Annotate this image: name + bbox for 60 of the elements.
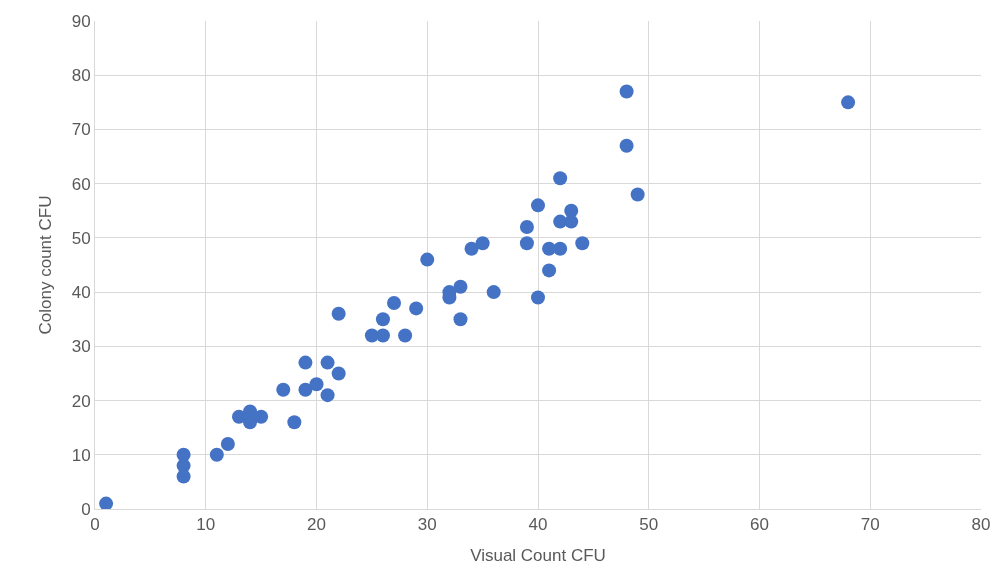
point xyxy=(575,236,590,251)
point xyxy=(254,409,269,424)
point xyxy=(309,377,324,392)
y-tick-label: 70 xyxy=(71,120,91,140)
y-tick-label: 10 xyxy=(71,445,91,465)
point xyxy=(486,285,501,300)
point xyxy=(409,301,424,316)
x-tick-label: 50 xyxy=(639,515,659,535)
point xyxy=(519,236,534,251)
point xyxy=(287,415,302,430)
point xyxy=(209,447,224,462)
point xyxy=(298,355,313,370)
point xyxy=(553,241,568,256)
point xyxy=(320,355,335,370)
point xyxy=(276,382,291,397)
y-tick-label: 60 xyxy=(71,174,91,194)
y-tick-label: 30 xyxy=(71,337,91,357)
x-tick-label: 10 xyxy=(196,515,216,535)
point xyxy=(564,214,579,229)
y-tick-label: 90 xyxy=(71,11,91,31)
point xyxy=(176,469,191,484)
x-tick-label: 60 xyxy=(750,515,769,535)
point xyxy=(542,263,557,278)
point xyxy=(387,295,402,310)
point xyxy=(420,252,435,267)
point xyxy=(531,198,545,213)
x-tick-label: 30 xyxy=(417,515,437,535)
point xyxy=(553,171,568,186)
point xyxy=(99,496,114,509)
point xyxy=(398,328,413,343)
point xyxy=(619,84,634,99)
point xyxy=(619,138,634,153)
point xyxy=(331,306,346,321)
point xyxy=(531,290,545,305)
x-tick-label: 40 xyxy=(528,515,548,535)
y-tick-label: 20 xyxy=(71,391,91,411)
point xyxy=(630,187,645,202)
x-tick-label: 80 xyxy=(971,515,991,535)
y-tick-label: 50 xyxy=(71,228,91,248)
point xyxy=(841,95,856,110)
x-axis-title: Visual Count CFU xyxy=(470,545,606,565)
y-tick-label: 80 xyxy=(71,66,91,86)
point xyxy=(243,415,258,430)
point xyxy=(375,312,390,327)
point xyxy=(320,388,335,403)
point xyxy=(453,279,468,294)
point xyxy=(298,382,313,397)
point xyxy=(231,409,246,424)
point xyxy=(375,328,390,343)
point xyxy=(331,366,346,381)
point xyxy=(220,436,235,451)
point xyxy=(453,312,468,327)
y-tick-label: 0 xyxy=(81,499,91,519)
point xyxy=(475,236,490,251)
y-axis-title: Colony count CFU xyxy=(36,195,56,335)
point xyxy=(464,241,479,256)
y-tick-label: 40 xyxy=(71,283,91,303)
point xyxy=(519,220,534,235)
x-tick-label: 20 xyxy=(307,515,326,535)
x-tick-label: 70 xyxy=(860,515,880,535)
